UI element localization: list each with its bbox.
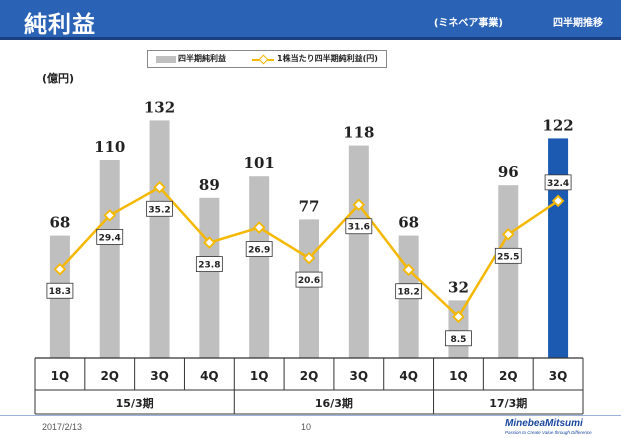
eps-point — [153, 181, 166, 194]
category-tick-label: 4Q — [200, 369, 219, 383]
category-tick-label: 4Q — [399, 369, 418, 383]
eps-value-label: 31.6 — [348, 223, 370, 233]
eps-point — [203, 236, 216, 249]
logo-wordmark: MinebeaMitsumi — [505, 418, 583, 429]
legend-bar-label: 四半期純利益 — [178, 54, 226, 63]
category-tick-label: 1Q — [250, 369, 269, 383]
category-tick-label: 1Q — [449, 369, 468, 383]
page-title: 純利益 — [24, 12, 96, 38]
eps-label-box — [494, 247, 522, 264]
eps-value-label: 20.6 — [298, 276, 320, 286]
segment-label: (ミネベア事業) — [433, 18, 503, 29]
company-logo: MinebeaMitsumi Passion to Create Value t… — [505, 418, 615, 436]
eps-value-label: 25.5 — [497, 252, 519, 262]
bar — [299, 219, 319, 358]
category-tick-label: 2Q — [300, 369, 319, 383]
category-tick-label: 2Q — [100, 369, 119, 383]
logo-tagline: Passion to Create Value through Differen… — [505, 430, 592, 435]
eps-point — [402, 263, 415, 277]
unit-label: (億円) — [42, 72, 75, 85]
eps-value-label: 8.5 — [450, 335, 466, 345]
eps-point — [53, 262, 67, 276]
eps-label-box — [295, 271, 323, 288]
bar — [149, 120, 170, 359]
eps-value-label: 18.3 — [49, 287, 71, 297]
eps-point — [352, 198, 366, 212]
category-tick-label: 1Q — [51, 369, 70, 383]
bar-value-label: 32 — [448, 278, 469, 296]
bar — [249, 176, 270, 358]
eps-value-label: 18.2 — [398, 288, 420, 298]
bar-value-label: 118 — [343, 124, 374, 142]
eps-label-box — [395, 283, 423, 300]
category-tick-label: 3Q — [350, 369, 369, 383]
trend-label: 四半期推移 — [553, 18, 603, 29]
eps-label-box — [146, 200, 173, 217]
bar-value-label: 96 — [498, 163, 519, 181]
bar — [548, 138, 569, 358]
eps-point — [252, 221, 266, 234]
eps-value-label: 26.9 — [248, 246, 270, 256]
eps-point — [551, 194, 565, 208]
bar — [199, 197, 220, 358]
bar-value-label: 68 — [49, 214, 70, 232]
category-tick-label: 3Q — [150, 369, 169, 383]
category-tick-label: 2Q — [499, 369, 518, 383]
legend-bar-swatch — [156, 56, 176, 63]
chart-legend: 四半期純利益 1株当たり四半期純利益(円) — [147, 50, 387, 68]
bar-value-label: 132 — [144, 98, 175, 116]
bar — [99, 160, 120, 358]
eps-point — [452, 310, 465, 324]
eps-value-label: 35.2 — [148, 205, 170, 215]
bar-value-label: 110 — [94, 138, 125, 156]
bar-value-label: 122 — [542, 116, 573, 134]
eps-label-box — [544, 174, 572, 191]
bar-value-label: 101 — [244, 154, 275, 172]
fiscal-year-label: 15/3期 — [116, 396, 154, 410]
eps-point — [302, 251, 316, 265]
bar-value-label: 77 — [299, 197, 320, 215]
eps-value-label: 23.8 — [198, 261, 220, 271]
eps-point — [103, 209, 117, 222]
eps-value-label: 32.4 — [547, 179, 569, 189]
eps-value-label: 29.4 — [99, 233, 121, 243]
eps-label-box — [345, 218, 373, 235]
eps-label-box — [96, 229, 124, 245]
bar-value-label: 89 — [199, 176, 220, 194]
bar — [348, 145, 369, 358]
footer-date: 2017/2/13 — [42, 422, 83, 432]
eps-point — [501, 228, 515, 241]
eps-label-box — [245, 241, 273, 257]
fiscal-year-label: 17/3期 — [489, 396, 527, 410]
fiscal-year-label: 16/3期 — [315, 396, 353, 410]
bar — [498, 185, 519, 358]
eps-label-box — [445, 330, 472, 347]
eps-label-box — [46, 282, 74, 299]
title-bar: 純利益 (ミネベア事業) 四半期推移 — [0, 0, 621, 40]
legend-line-label: 1株当たり四半期純利益(円) — [277, 54, 378, 63]
footer-divider — [0, 415, 621, 416]
bar-value-label: 68 — [398, 214, 419, 232]
category-tick-label: 3Q — [549, 369, 568, 383]
eps-label-box — [195, 256, 223, 272]
page-number: 10 — [301, 422, 312, 432]
